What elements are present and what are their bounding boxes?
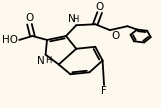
- Text: N: N: [68, 14, 76, 24]
- Text: H: H: [72, 15, 79, 24]
- Text: H: H: [45, 56, 51, 65]
- Text: N: N: [37, 56, 45, 66]
- Text: HO: HO: [2, 35, 18, 45]
- Text: O: O: [111, 31, 120, 41]
- Text: O: O: [96, 2, 104, 12]
- Text: O: O: [25, 14, 34, 23]
- Text: F: F: [101, 86, 107, 96]
